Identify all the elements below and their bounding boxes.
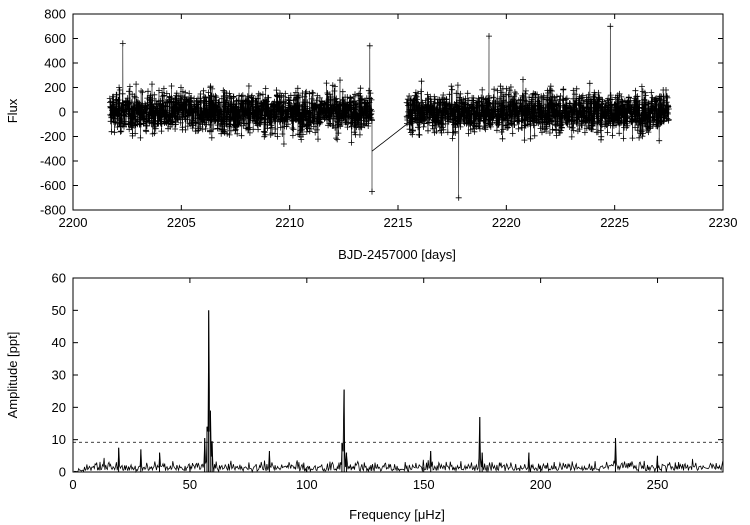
light-curve-xtick-label: 2210 (275, 215, 304, 230)
periodogram-frame (72, 277, 724, 473)
periodogram-panel: 0 50 100 150 200 250 0 10 20 30 40 50 60 Frequency [… (5, 271, 724, 522)
periodogram-xtick-label: 250 (647, 477, 669, 492)
light-curve-ytick-label: -200 (40, 129, 66, 144)
light-curve-xtick-label: 2230 (709, 215, 738, 230)
light-curve-segment-markers (403, 23, 672, 201)
periodogram-line (72, 310, 724, 474)
light-curve-xtick-label: 2225 (600, 215, 629, 230)
light-curve-ytick-label: -800 (40, 203, 66, 218)
periodogram-xtick-label: 50 (183, 477, 197, 492)
light-curve-ytick-label: 600 (44, 31, 66, 46)
periodogram-ytick-label: 30 (52, 368, 66, 383)
periodogram-ytick-label: 50 (52, 303, 66, 318)
light-curve-ytick-label: -400 (40, 154, 66, 169)
light-curve-xtick-label: 2215 (384, 215, 413, 230)
periodogram-xtick-label: 0 (69, 477, 76, 492)
periodogram-ylabel: Amplitude [ppt] (5, 332, 20, 419)
periodogram-ytick-label: 20 (52, 400, 66, 415)
light-curve-xtick-label: 2220 (492, 215, 521, 230)
periodogram-xtick-label: 100 (296, 477, 318, 492)
light-curve-axes: 2200 2205 2210 2215 2220 2225 2230 -800 -600 -400… (40, 7, 737, 231)
periodogram-axes: 0 50 100 150 200 250 0 10 20 30 40 50 60 (52, 271, 724, 492)
light-curve-xtick-label: 2205 (167, 215, 196, 230)
light-curve-gap-connector (371, 123, 407, 152)
periodogram-xtick-label: 150 (413, 477, 435, 492)
periodogram-ytick-label: 10 (52, 432, 66, 447)
light-curve-xlabel: BJD-2457000 [days] (338, 247, 456, 262)
light-curve-ytick-label: 0 (59, 105, 66, 120)
periodogram-xtick-label: 200 (530, 477, 552, 492)
light-curve-ylabel: Flux (5, 98, 20, 123)
periodogram-xlabel: Frequency [μHz] (349, 507, 445, 522)
periodogram-series (72, 310, 724, 474)
light-curve-panel: 2200 2205 2210 2215 2220 2225 2230 -800 -600 -400… (5, 7, 737, 263)
light-curve-xtick-label: 2200 (59, 215, 88, 230)
periodogram-ytick-label: 0 (59, 465, 66, 480)
periodogram-ytick-label: 40 (52, 335, 66, 350)
light-curve-series (106, 23, 672, 201)
light-curve-segment-markers (106, 40, 375, 195)
periodogram-ytick-label: 60 (52, 271, 66, 286)
light-curve-ytick-label: 200 (44, 80, 66, 95)
light-curve-ytick-label: -600 (40, 178, 66, 193)
light-curve-ytick-label: 800 (44, 7, 66, 22)
light-curve-ytick-label: 400 (44, 56, 66, 71)
